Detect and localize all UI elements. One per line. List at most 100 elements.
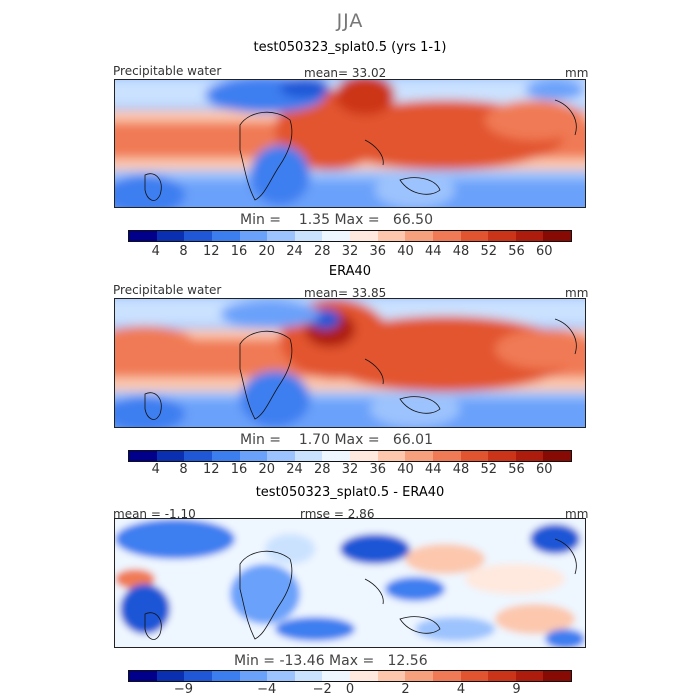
- precipitable-water-map: [115, 299, 585, 427]
- colorbar-segment: [460, 231, 489, 241]
- colorbar-tick-label: 32: [341, 244, 359, 259]
- colorbar-segment: [405, 451, 433, 461]
- mean-label: mean = -1.10: [113, 507, 196, 521]
- colorbar-segment: [377, 671, 406, 681]
- colorbar-tick-label: 40: [397, 244, 414, 259]
- colorbar-segment: [543, 231, 571, 241]
- colorbar-segment: [129, 671, 157, 681]
- colorbar-tick-label: 4: [151, 244, 160, 259]
- colorbar-segment: [350, 231, 378, 241]
- colorbar-tick-label: 20: [258, 244, 276, 259]
- mean-label: mean= 33.85: [304, 286, 387, 300]
- colorbar-ticks: 4 8 12 16 20 24 28 32 36 40 44 48 52 56 60: [128, 244, 572, 260]
- colorbar: [128, 450, 572, 462]
- colorbar-tick-label: 12: [202, 244, 220, 259]
- colorbar-tick-label: −4: [257, 682, 277, 697]
- units-label: mm: [565, 66, 589, 80]
- colorbar-segment: [156, 671, 185, 681]
- colorbar-segment: [432, 671, 461, 681]
- colorbar-segment: [294, 451, 323, 461]
- panel-title: ERA40: [328, 264, 372, 279]
- colorbar-segment: [488, 671, 516, 681]
- colorbar-segment: [211, 231, 240, 241]
- colorbar-tick-label: 56: [508, 462, 525, 477]
- colorbar-segment: [322, 231, 350, 241]
- mean-label: mean= 33.02: [304, 66, 387, 80]
- minmax-label: Min = 1.70 Max = 66.01: [240, 432, 433, 448]
- colorbar-tick-label: 52: [480, 244, 498, 259]
- colorbar-tick-label: 28: [313, 462, 331, 477]
- colorbar-segment: [294, 671, 323, 681]
- colorbar-segment: [543, 671, 571, 681]
- colorbar-tick-label: 9: [512, 682, 521, 697]
- colorbar-tick-label: 28: [313, 244, 331, 259]
- map-panel-model: [114, 79, 586, 208]
- colorbar-tick-label: 24: [286, 244, 303, 259]
- rmse-label: rmse = 2.86: [300, 507, 375, 521]
- colorbar-segment: [156, 231, 185, 241]
- colorbar-tick-label: 20: [258, 462, 276, 477]
- colorbar-segment: [267, 671, 295, 681]
- colorbar-tick-label: 8: [179, 244, 188, 259]
- colorbar-segment: [488, 451, 516, 461]
- colorbar-tick-label: 48: [452, 462, 470, 477]
- colorbar-tick-label: 2: [401, 682, 410, 697]
- colorbar-tick-label: 40: [397, 462, 414, 477]
- colorbar-segment: [488, 231, 516, 241]
- colorbar-tick-label: 8: [179, 462, 188, 477]
- colorbar-segment: [432, 231, 461, 241]
- colorbar-tick-label: 52: [480, 462, 498, 477]
- colorbar-segment: [543, 451, 571, 461]
- colorbar-segment: [184, 671, 212, 681]
- units-label: mm: [565, 286, 589, 300]
- colorbar-segment: [184, 231, 212, 241]
- colorbar-segment: [460, 671, 489, 681]
- colorbar-tick-label: 24: [286, 462, 303, 477]
- colorbar-segment: [377, 231, 406, 241]
- colorbar-segment: [460, 451, 489, 461]
- colorbar-tick-label: 4: [151, 462, 160, 477]
- colorbar-tick-label: 44: [424, 462, 442, 477]
- difference-map: [115, 519, 585, 647]
- colorbar-segment: [350, 671, 378, 681]
- colorbar-tick-label: 56: [508, 244, 525, 259]
- colorbar-segment: [405, 671, 433, 681]
- colorbar-segment: [322, 671, 350, 681]
- colorbar-tick-label: 36: [369, 244, 387, 259]
- colorbar-segment: [350, 451, 378, 461]
- colorbar-segment: [267, 231, 295, 241]
- minmax-label: Min = 1.35 Max = 66.50: [240, 212, 433, 228]
- units-label: mm: [565, 507, 589, 521]
- colorbar-tick-label: 36: [369, 462, 387, 477]
- colorbar-tick-label: 12: [202, 462, 220, 477]
- colorbar-segment: [294, 231, 323, 241]
- colorbar-tick-label: −9: [173, 682, 194, 697]
- colorbar-tick-label: −2: [312, 682, 332, 697]
- colorbar-segment: [239, 231, 268, 241]
- figure-title: JJA: [336, 10, 364, 32]
- colorbar-tick-label: 48: [452, 244, 470, 259]
- colorbar-segment: [267, 451, 295, 461]
- colorbar-segment: [211, 451, 240, 461]
- colorbar-segment: [515, 671, 544, 681]
- variable-label: Precipitable water: [113, 64, 222, 78]
- map-panel-difference: [114, 518, 586, 648]
- colorbar-tick-label: 44: [424, 244, 442, 259]
- panel-title: test050323_splat0.5 - ERA40: [255, 485, 445, 500]
- colorbar-segment: [211, 671, 240, 681]
- colorbar-segment: [129, 451, 157, 461]
- minmax-label: Min = -13.46 Max = 12.56: [234, 653, 428, 669]
- panel-title: test050323_splat0.5 (yrs 1-1): [253, 40, 447, 55]
- precipitable-water-map: [115, 80, 585, 207]
- colorbar: [128, 670, 572, 682]
- map-panel-reanalysis: [114, 298, 586, 428]
- colorbar-segment: [432, 451, 461, 461]
- colorbar-tick-label: 60: [535, 244, 553, 259]
- colorbar-tick-label: 4: [456, 682, 466, 697]
- colorbar-segment: [184, 451, 212, 461]
- variable-label: Precipitable water: [113, 283, 222, 297]
- colorbar-segment: [515, 231, 544, 241]
- colorbar-segment: [377, 451, 406, 461]
- colorbar-ticks: 4 8 12 16 20 24 28 32 36 40 44 48 52 56 60: [128, 462, 572, 478]
- colorbar-tick-label: 60: [535, 462, 553, 477]
